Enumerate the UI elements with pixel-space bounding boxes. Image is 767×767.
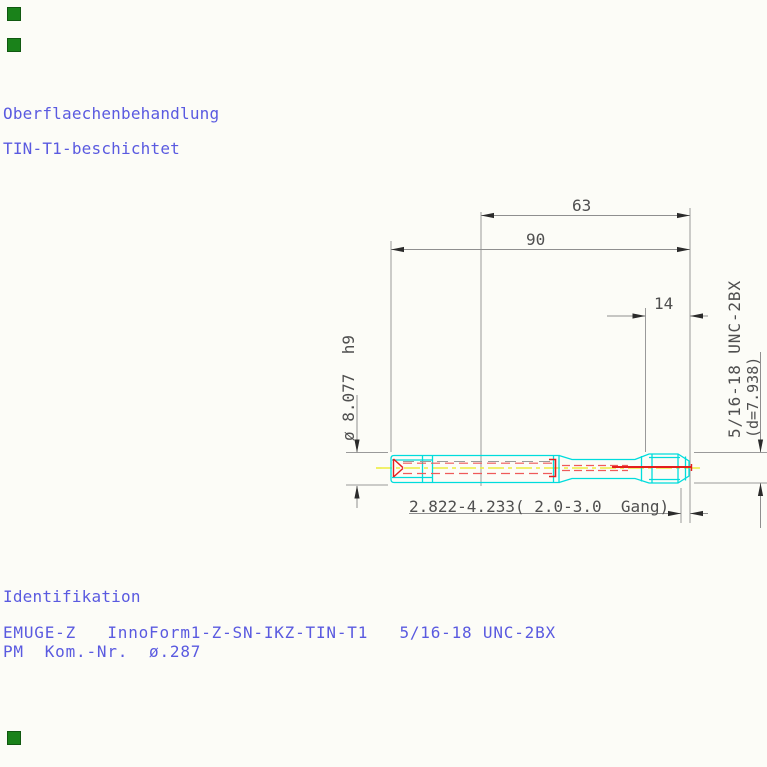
- dim-label-lead-taper: 2.822-4.233( 2.0-3.0 Gang): [409, 498, 669, 516]
- dim-label-14: 14: [654, 295, 673, 313]
- identification-article: EMUGE-Z InnoForm1-Z-SN-IKZ-TIN-T1 5/16-1…: [3, 624, 556, 642]
- cad-sheet: Oberflaechenbehandlung TIN-T1-beschichte…: [0, 0, 767, 767]
- identification-title: Identifikation: [3, 588, 141, 606]
- dim-label-63: 63: [572, 197, 591, 215]
- dim-label-90: 90: [526, 231, 545, 249]
- extension-lines: [346, 208, 767, 523]
- dim-label-thread-diameter: (d=7.938): [745, 357, 762, 438]
- dim-label-shank-diameter: ø 8.077 h9: [340, 335, 358, 441]
- identification-order-number: PM Kom.-Nr. ø.287: [3, 643, 201, 661]
- dim-label-thread-spec: 5/16-18 UNC-2BX: [726, 280, 744, 438]
